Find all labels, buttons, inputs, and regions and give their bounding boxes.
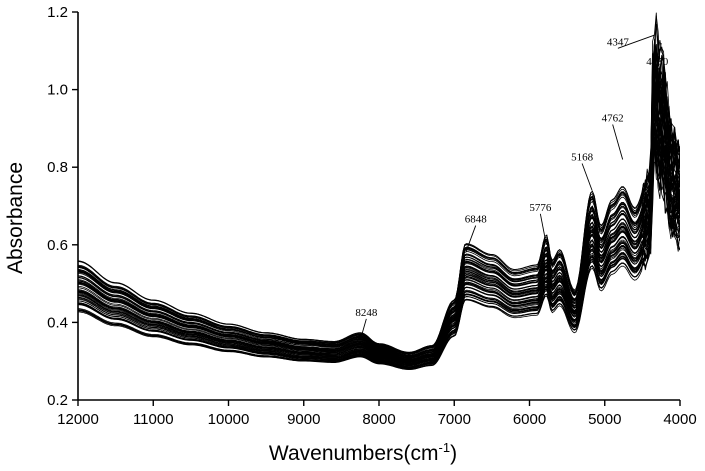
peak-leader-line [617, 34, 655, 49]
y-tick-label: 1.2 [47, 4, 68, 21]
peak-leader-line [539, 213, 547, 245]
y-tick-label: 0.4 [47, 314, 68, 331]
x-tick-label: 5000 [588, 411, 621, 428]
peak-label: 5168 [571, 151, 594, 163]
x-axis-title-close: ) [450, 442, 457, 465]
peak-label: 4250 [646, 56, 669, 68]
peak-leader-line [581, 163, 593, 191]
peak-leader-line [612, 124, 624, 160]
peak-leader-line [359, 318, 367, 340]
y-tick-label: 0.6 [47, 237, 68, 254]
peak-label: 4347 [607, 36, 630, 48]
x-tick-label: 12000 [57, 411, 99, 428]
x-tick-label: 11000 [133, 411, 174, 428]
x-tick-label: 7000 [438, 411, 471, 428]
spectrum-line [78, 12, 680, 353]
peak-label: 5776 [529, 202, 552, 214]
peak-label: 6848 [465, 214, 488, 226]
x-tick-label: 8000 [362, 411, 395, 428]
x-tick-label: 6000 [513, 411, 546, 428]
spectrum-line [78, 145, 680, 366]
axes-group: 12000 11000 10000 9000 8000 7000 6000 5000 4000 0… [47, 4, 697, 428]
y-tick-label: 1.0 [47, 82, 68, 99]
peak-leader-line [465, 225, 477, 253]
peak-labels-group: 8248 6848 5776 5168 4762 4347 4250 [355, 34, 669, 340]
spectra-series-group [78, 12, 680, 370]
y-axis-title: Absorbance [4, 162, 27, 274]
peak-label: 8248 [355, 307, 378, 319]
y-tick-label: 0.8 [47, 159, 68, 176]
y-tick-label: 0.2 [47, 392, 68, 409]
peak-label: 4762 [602, 112, 624, 124]
x-axis-title-main: Wavenumbers(cm [269, 442, 439, 465]
peak-leader-line [656, 42, 662, 69]
x-tick-label: 4000 [663, 411, 696, 428]
x-axis-title: Wavenumbers(cm-1) [269, 440, 457, 465]
x-tick-label: 10000 [208, 411, 250, 428]
x-axis-title-superscript: -1 [439, 440, 451, 455]
x-tick-label: 9000 [287, 411, 320, 428]
